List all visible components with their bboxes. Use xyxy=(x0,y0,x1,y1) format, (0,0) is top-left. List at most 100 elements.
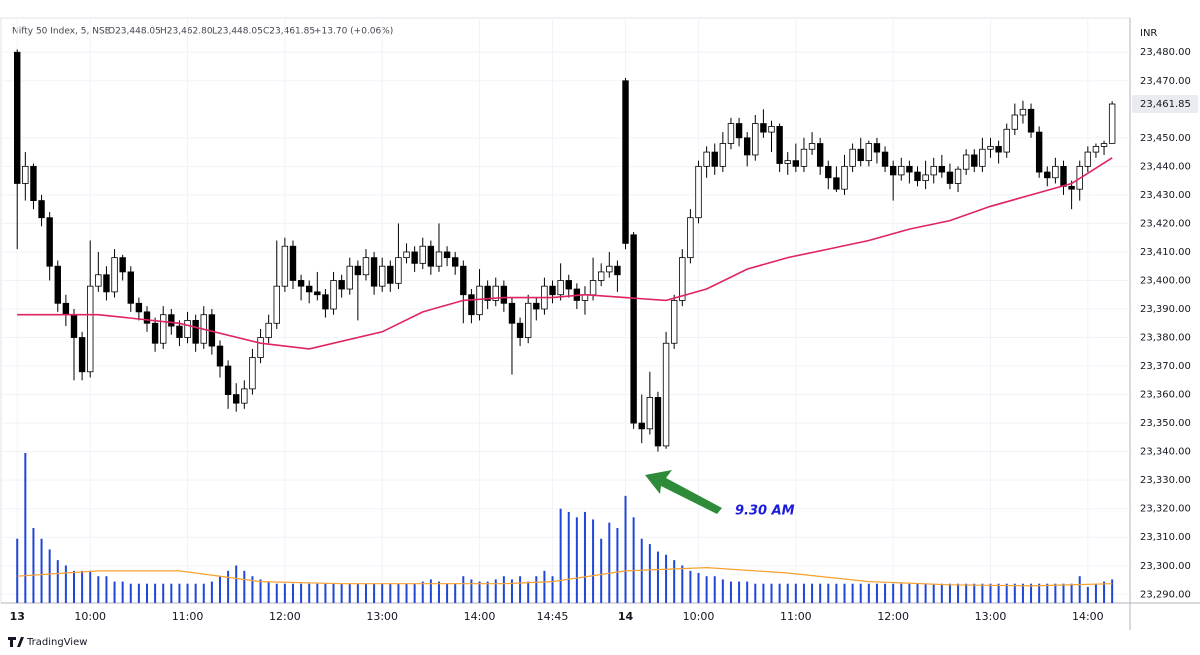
volume-bar xyxy=(965,583,968,603)
candle-body xyxy=(46,217,53,267)
candle-body xyxy=(508,302,516,324)
candle-body xyxy=(662,342,670,447)
candle-body xyxy=(516,322,524,338)
candle-body xyxy=(914,171,921,182)
candle-body xyxy=(768,126,775,133)
y-tick-label: 23,480.00 xyxy=(1140,47,1191,58)
candle-body xyxy=(30,165,37,201)
volume-bar xyxy=(397,583,400,603)
volume-bar xyxy=(592,519,595,603)
candle-body xyxy=(971,154,978,167)
volume-bar xyxy=(778,583,781,603)
volume-bar xyxy=(648,544,651,603)
candle-body xyxy=(427,245,435,267)
candle-body xyxy=(1044,171,1051,179)
candle-body xyxy=(930,165,937,176)
header-open: O23,448.05 xyxy=(108,27,161,37)
volume-bar xyxy=(1054,583,1057,603)
volume-bar xyxy=(494,579,497,603)
candle-body xyxy=(654,397,662,447)
x-tick-label: 10:00 xyxy=(74,610,106,623)
volume-bar xyxy=(32,528,35,603)
volume-bar xyxy=(202,583,205,603)
candle-body xyxy=(1084,151,1092,167)
candle-body xyxy=(111,257,118,293)
candle-body xyxy=(549,285,556,296)
candle-body xyxy=(622,80,629,244)
candle-body xyxy=(1108,103,1116,144)
volume-bar xyxy=(227,570,230,603)
candle-body xyxy=(419,245,426,264)
volume-bar xyxy=(859,583,862,603)
candle-body xyxy=(435,251,443,267)
volume-bar xyxy=(454,583,457,603)
volume-bar xyxy=(656,551,659,603)
candle-body xyxy=(143,311,151,324)
volume-bar xyxy=(259,579,262,603)
y-tick-label: 23,370.00 xyxy=(1140,361,1191,372)
volume-bar xyxy=(56,560,59,603)
volume-bar xyxy=(827,583,830,603)
candle-body xyxy=(265,322,272,338)
candle-body xyxy=(703,151,710,167)
candle-body xyxy=(62,302,70,316)
candle-body xyxy=(103,274,110,293)
volume-bar xyxy=(283,583,286,603)
candle-body xyxy=(233,394,240,404)
volume-bar xyxy=(697,573,700,603)
volume-bar xyxy=(900,583,903,603)
y-tick-label: 23,400.00 xyxy=(1140,275,1191,286)
candle-body xyxy=(954,168,962,184)
volume-bar xyxy=(16,538,19,603)
volume-bar xyxy=(1111,579,1114,603)
volume-bar xyxy=(559,508,562,603)
candle-body xyxy=(387,265,394,284)
volume-bar xyxy=(762,583,765,603)
x-tick-label: 11:00 xyxy=(780,610,812,623)
volume-bar xyxy=(851,583,854,603)
volume-bar xyxy=(405,583,408,603)
volume-bar xyxy=(786,583,789,603)
volume-bar xyxy=(291,583,294,603)
y-tick-label: 23,470.00 xyxy=(1140,76,1191,87)
candle-body xyxy=(451,257,459,267)
candle-body xyxy=(492,285,499,301)
candle-body xyxy=(735,123,743,139)
volume-bar xyxy=(519,576,522,603)
volume-bar xyxy=(510,579,513,603)
candle-body xyxy=(849,148,856,167)
volume-bar xyxy=(162,583,165,603)
candle-body xyxy=(95,274,102,287)
volume-bar xyxy=(486,581,489,603)
candle-body xyxy=(1027,108,1035,133)
candle-body xyxy=(646,397,654,430)
y-tick-label: 23,350.00 xyxy=(1140,418,1191,429)
volume-bar xyxy=(575,517,578,603)
volume-bar xyxy=(348,583,351,603)
candle-body xyxy=(784,160,791,164)
volume-bar xyxy=(194,583,197,603)
y-tick-label: 23,290.00 xyxy=(1140,589,1191,600)
volume-bar xyxy=(940,583,943,603)
volume-bar xyxy=(340,583,343,603)
volume-bar xyxy=(600,538,603,603)
candle-body xyxy=(533,302,540,310)
volume-bar xyxy=(316,583,319,603)
volume-bar xyxy=(608,522,611,603)
candle-body xyxy=(411,251,418,264)
candle-body xyxy=(273,285,280,324)
candle-body xyxy=(695,165,702,219)
volume-bar xyxy=(413,583,416,603)
x-tick-label: 14:00 xyxy=(464,610,496,623)
logo-text: TradingView xyxy=(26,637,87,648)
volume-bar xyxy=(1030,583,1033,603)
candle-body xyxy=(800,148,808,167)
volume-bar xyxy=(1013,583,1016,603)
candle-body xyxy=(946,171,954,184)
candle-body xyxy=(760,123,767,133)
candle-body xyxy=(597,271,605,281)
candle-body xyxy=(378,265,386,287)
volume-bar xyxy=(908,583,911,603)
volume-bar xyxy=(811,583,814,603)
